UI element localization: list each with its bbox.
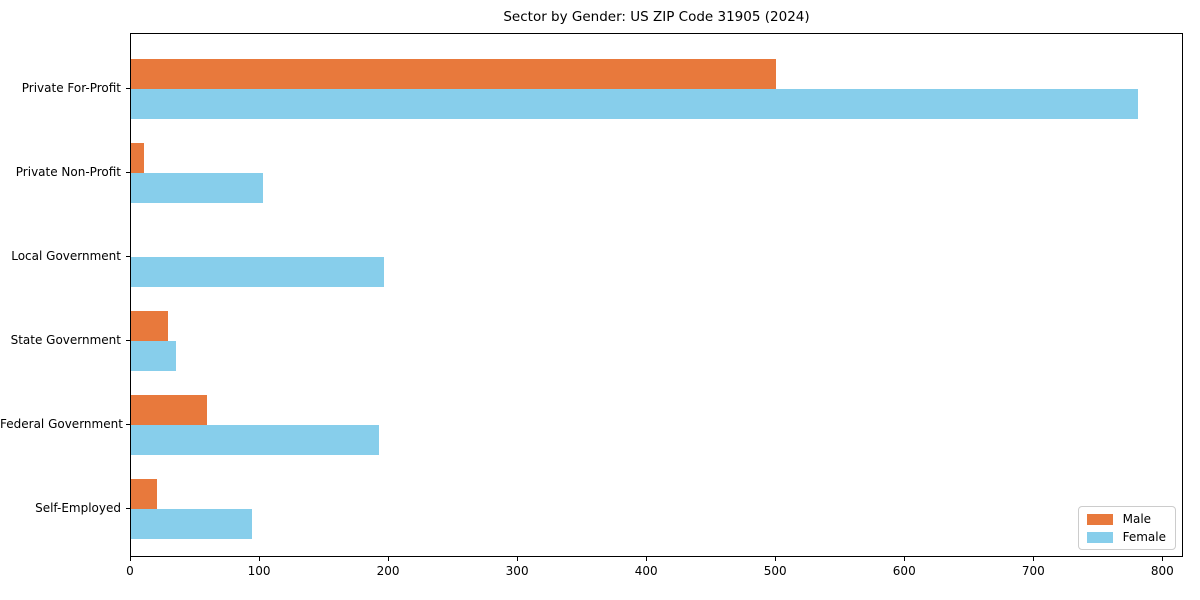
- y-tick-self-employed: [126, 508, 130, 509]
- x-tick-700: [1033, 557, 1035, 561]
- x-tick-500: [775, 557, 777, 561]
- y-tick-state-government: [126, 340, 130, 341]
- legend: Male Female: [1077, 506, 1176, 550]
- bar-female-federal-government: [131, 425, 379, 455]
- y-tick-federal-government: [126, 424, 130, 425]
- x-tick-600: [904, 557, 906, 561]
- y-tick-private-non-profit: [126, 172, 130, 173]
- bar-female-local-government: [131, 257, 384, 287]
- legend-swatch-female: [1086, 531, 1113, 543]
- legend-swatch-male: [1086, 513, 1113, 525]
- x-tick-label-400: 400: [634, 564, 658, 578]
- legend-label-female: Female: [1122, 530, 1166, 544]
- y-tick-private-for-profit: [126, 88, 130, 89]
- bar-male-private-for-profit: [131, 59, 777, 89]
- legend-label-male: Male: [1122, 512, 1152, 526]
- bar-female-private-non-profit: [131, 173, 263, 203]
- legend-entry-female: Female: [1086, 530, 1166, 544]
- x-tick-label-100: 100: [247, 564, 271, 578]
- y-tick-label-state-government: State Government: [10, 333, 121, 347]
- plot-area: Male Female: [130, 33, 1183, 557]
- x-tick-100: [259, 557, 261, 561]
- bar-male-federal-government: [131, 395, 208, 425]
- x-tick-800: [1162, 557, 1164, 561]
- x-tick-300: [517, 557, 519, 561]
- y-tick-label-self-employed: Self-Employed: [35, 501, 121, 515]
- bar-male-self-employed: [131, 479, 157, 509]
- x-tick-400: [646, 557, 648, 561]
- x-tick-label-300: 300: [505, 564, 529, 578]
- x-tick-label-200: 200: [376, 564, 400, 578]
- y-tick-label-local-government: Local Government: [11, 249, 121, 263]
- x-tick-label-600: 600: [892, 564, 916, 578]
- x-tick-0: [130, 557, 131, 561]
- x-tick-label-0: 0: [126, 564, 134, 578]
- chart-title: Sector by Gender: US ZIP Code 31905 (202…: [503, 9, 810, 25]
- y-tick-label-federal-government: Federal Government: [0, 417, 123, 431]
- bar-male-state-government: [131, 311, 169, 341]
- legend-entry-male: Male: [1086, 512, 1166, 526]
- y-tick-local-government: [126, 256, 130, 257]
- x-tick-label-800: 800: [1150, 564, 1174, 578]
- x-tick-label-700: 700: [1021, 564, 1045, 578]
- bar-male-private-non-profit: [131, 143, 144, 173]
- bar-female-self-employed: [131, 509, 253, 539]
- y-tick-label-private-for-profit: Private For-Profit: [21, 81, 121, 95]
- x-tick-label-500: 500: [763, 564, 787, 578]
- x-tick-200: [388, 557, 390, 561]
- bar-female-private-for-profit: [131, 89, 1138, 119]
- y-tick-label-private-non-profit: Private Non-Profit: [15, 165, 121, 179]
- bar-female-state-government: [131, 341, 177, 371]
